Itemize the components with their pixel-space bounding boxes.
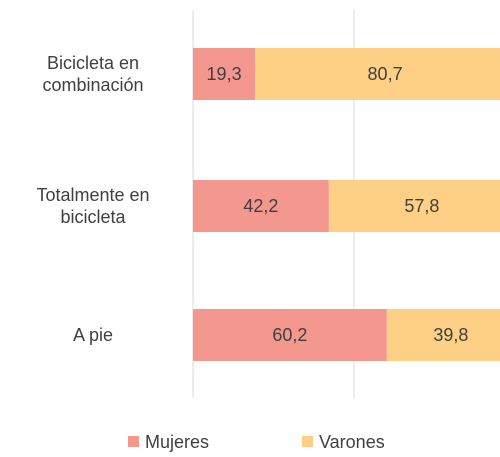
bar-segment — [255, 48, 500, 100]
bar-segment — [328, 180, 500, 232]
legend-swatch — [128, 436, 139, 447]
bar-segment — [386, 309, 500, 361]
bar-segment — [193, 309, 387, 361]
legend-swatch — [302, 436, 313, 447]
bar-segment — [193, 48, 256, 100]
data-label: 57,8 — [404, 196, 439, 216]
data-label: 60,2 — [272, 325, 307, 345]
legend-label: Mujeres — [145, 432, 209, 452]
bar-segment — [193, 180, 329, 232]
data-label: 19,3 — [207, 64, 242, 84]
y-tick-label: Totalmente en bicicleta — [36, 185, 150, 227]
legend-label: Varones — [319, 432, 385, 452]
data-label: 42,2 — [243, 196, 278, 216]
y-tick-label: Bicicleta en combinación — [42, 53, 144, 95]
data-label: 80,7 — [368, 64, 403, 84]
data-label: 39,8 — [433, 325, 468, 345]
y-tick-label: A pie — [72, 325, 114, 345]
